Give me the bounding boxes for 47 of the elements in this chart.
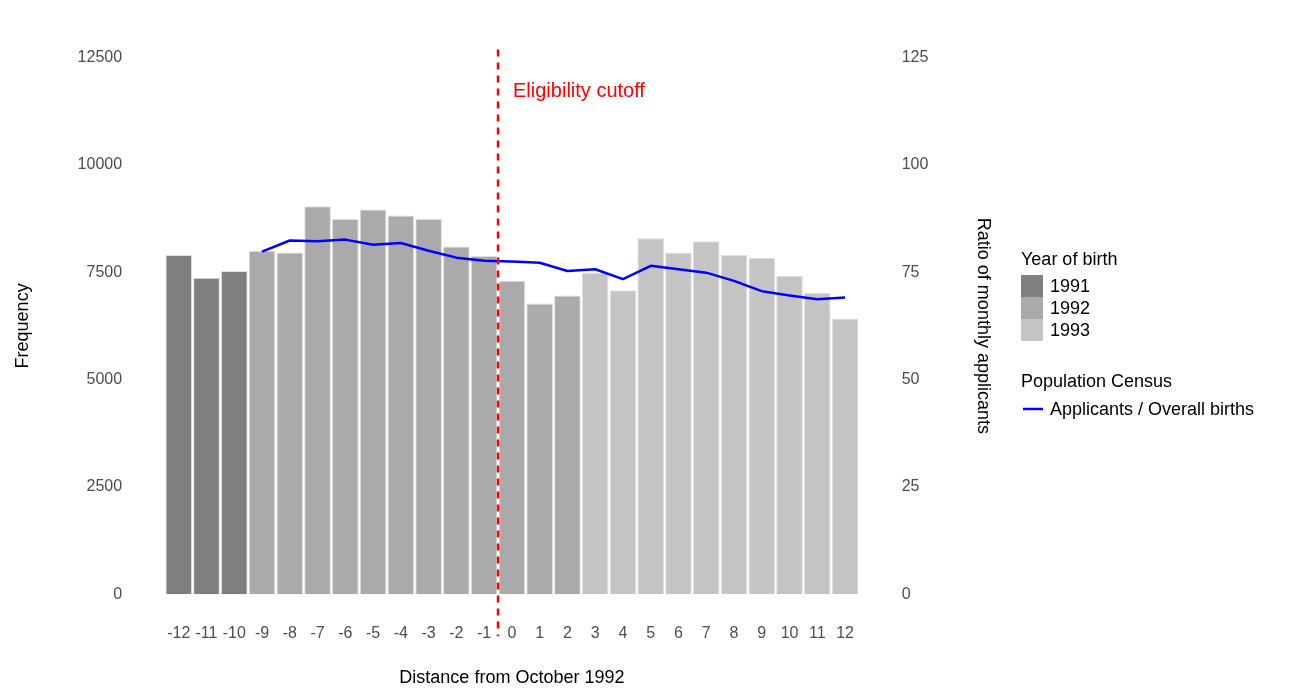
x-tick-label: -6 bbox=[338, 624, 353, 642]
x-tick-label: -9 bbox=[254, 624, 270, 642]
x-tick-label: 5 bbox=[646, 624, 656, 642]
y-tick-label: 10000 bbox=[77, 155, 123, 173]
x-axis-title: Distance from October 1992 bbox=[399, 667, 625, 688]
x-tick-label: 1 bbox=[535, 624, 545, 642]
y2-tick-label: 0 bbox=[901, 584, 911, 602]
x-tick-label: -3 bbox=[421, 624, 436, 642]
text: Population Census bbox=[1021, 370, 1173, 391]
legend-label: 1992 bbox=[1050, 297, 1091, 318]
x-tick-label: -7 bbox=[310, 624, 325, 642]
x-tick-label: -1 bbox=[477, 624, 492, 642]
y2-tick-label: 75 bbox=[901, 262, 920, 280]
x-tick-label: -5 bbox=[365, 624, 381, 642]
y2-tick-label: 100 bbox=[901, 155, 929, 173]
x-tick-label: -4 bbox=[393, 624, 409, 642]
x-tick-label: 4 bbox=[618, 624, 628, 642]
x-tick-label: 0 bbox=[507, 624, 517, 642]
y-tick-label: 2500 bbox=[86, 477, 123, 495]
x-tick-label: -11 bbox=[195, 624, 218, 642]
y2-tick-label: 25 bbox=[901, 477, 920, 495]
y-tick-label: 5000 bbox=[86, 369, 123, 387]
x-tick-label: -12 bbox=[167, 624, 191, 642]
x-tick-label: 3 bbox=[590, 624, 600, 642]
y-tick-label: 7500 bbox=[86, 262, 123, 280]
y-tick-label: 0 bbox=[113, 584, 123, 602]
y2-tick-label: 50 bbox=[901, 369, 920, 387]
x-tick-label: 7 bbox=[701, 624, 711, 642]
x-tick-label: 12 bbox=[836, 624, 855, 642]
ref-line-label: Eligibility cutoff bbox=[513, 79, 646, 102]
x-tick-label: 6 bbox=[674, 624, 684, 642]
legend-label: 1993 bbox=[1050, 319, 1091, 340]
legend-label: 1991 bbox=[1050, 275, 1091, 296]
x-tick-label: 11 bbox=[808, 624, 826, 642]
legend-label: Applicants / Overall births bbox=[1050, 398, 1255, 419]
x-tick-label: 10 bbox=[780, 624, 799, 642]
x-tick-label: 8 bbox=[729, 624, 739, 642]
y-axis-title: Frequency bbox=[11, 283, 32, 369]
y2-tick-label: 125 bbox=[901, 48, 929, 66]
y2-axis-title: Ratio of monthly applicants bbox=[974, 217, 995, 434]
y-tick-label: 12500 bbox=[77, 48, 123, 66]
x-tick-label: 2 bbox=[562, 624, 572, 642]
text: Year of birth bbox=[1021, 248, 1118, 269]
x-tick-label: -10 bbox=[222, 624, 246, 642]
x-tick-label: -8 bbox=[282, 624, 298, 642]
x-tick-label: 9 bbox=[757, 624, 767, 642]
x-tick-label: -2 bbox=[449, 624, 464, 642]
